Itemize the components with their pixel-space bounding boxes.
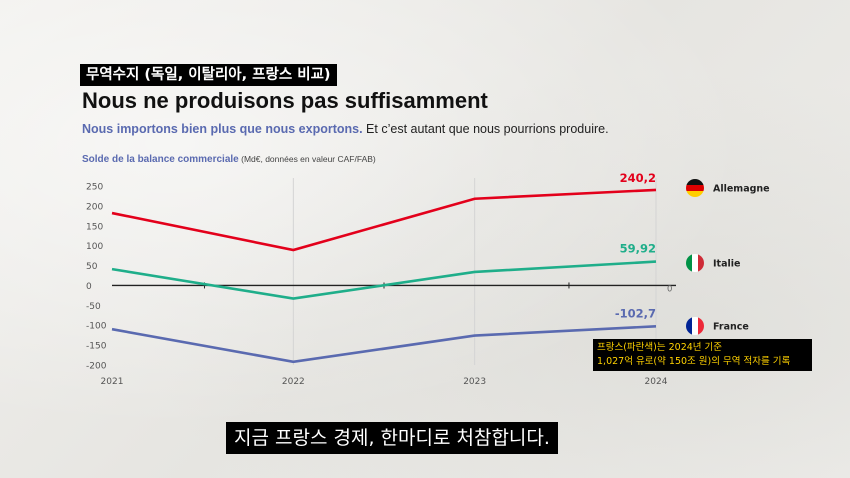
data-label-italy: 59,92 bbox=[620, 242, 656, 256]
series-line-france bbox=[111, 324, 657, 364]
flag-stripe bbox=[686, 317, 692, 335]
flag-stripes bbox=[686, 179, 704, 197]
subtitle-highlight: Nous importons bien plus que nous export… bbox=[82, 122, 363, 136]
flag-stripe bbox=[686, 254, 692, 272]
subtitle-rest: Et c’est autant que nous pourrions produ… bbox=[362, 122, 609, 136]
data-label-france: -102,7 bbox=[615, 306, 656, 320]
series-line-germany bbox=[111, 188, 657, 252]
flag-stripes bbox=[686, 254, 704, 272]
y-tick-label: 150 bbox=[86, 222, 103, 232]
data-label-germany: 240,2 bbox=[620, 171, 656, 185]
annotation-line-2: 1,027억 유로(약 150조 원)의 무역 적자를 기록 bbox=[597, 356, 791, 367]
y-tick-label: -100 bbox=[86, 322, 107, 332]
y-tick-label: 100 bbox=[86, 242, 103, 252]
italy-flag-icon bbox=[686, 254, 704, 272]
x-tick-label: 2024 bbox=[645, 377, 668, 387]
y-tick-label: 200 bbox=[86, 202, 103, 212]
zero-right-label: 0 bbox=[667, 284, 672, 294]
flag-stripe bbox=[698, 254, 704, 272]
x-tick-label: 2023 bbox=[463, 377, 486, 387]
x-tick-label: 2021 bbox=[101, 377, 124, 387]
subtitle: Nous importons bien plus que nous export… bbox=[82, 122, 609, 136]
topic-label: 무역수지 (독일, 이탈리아, 프랑스 비교) bbox=[80, 64, 337, 86]
y-tick-label: 50 bbox=[86, 262, 98, 272]
legend-name-france: France bbox=[713, 322, 749, 333]
series-line-italy bbox=[111, 260, 657, 300]
flag-stripes bbox=[686, 317, 704, 335]
chart-title-text: Solde de la balance commerciale bbox=[82, 154, 239, 165]
page-title: Nous ne produisons pas suffisamment bbox=[82, 88, 488, 113]
flag-stripe bbox=[692, 254, 698, 272]
flag-stripe bbox=[692, 317, 698, 335]
annotation-box: 프랑스(파란색)는 2024년 기준 1,027억 유로(약 150조 원)의 … bbox=[593, 339, 812, 371]
subtitle-caption: 지금 프랑스 경제, 한마디로 처참합니다. bbox=[226, 422, 558, 454]
y-tick-label: -200 bbox=[86, 362, 107, 372]
flag-stripe bbox=[686, 191, 704, 197]
x-tick-label: 2022 bbox=[282, 377, 305, 387]
flag-stripe bbox=[686, 179, 704, 185]
flag-stripe bbox=[686, 185, 704, 191]
chart-units: (Md€, données en valeur CAF/FAB) bbox=[238, 154, 376, 164]
france-flag-icon bbox=[686, 317, 704, 335]
y-tick-label: -50 bbox=[86, 302, 101, 312]
legend-name-germany: Allemagne bbox=[713, 184, 770, 195]
chart-title: Solde de la balance commerciale (Md€, do… bbox=[82, 154, 376, 165]
flag-stripe bbox=[698, 317, 704, 335]
germany-flag-icon bbox=[686, 179, 704, 197]
y-tick-label: -150 bbox=[86, 342, 107, 352]
y-tick-label: 250 bbox=[86, 183, 103, 193]
y-tick-label: 0 bbox=[86, 282, 92, 292]
annotation-line-1: 프랑스(파란색)는 2024년 기준 bbox=[597, 342, 723, 353]
legend-name-italy: Italie bbox=[713, 259, 740, 270]
